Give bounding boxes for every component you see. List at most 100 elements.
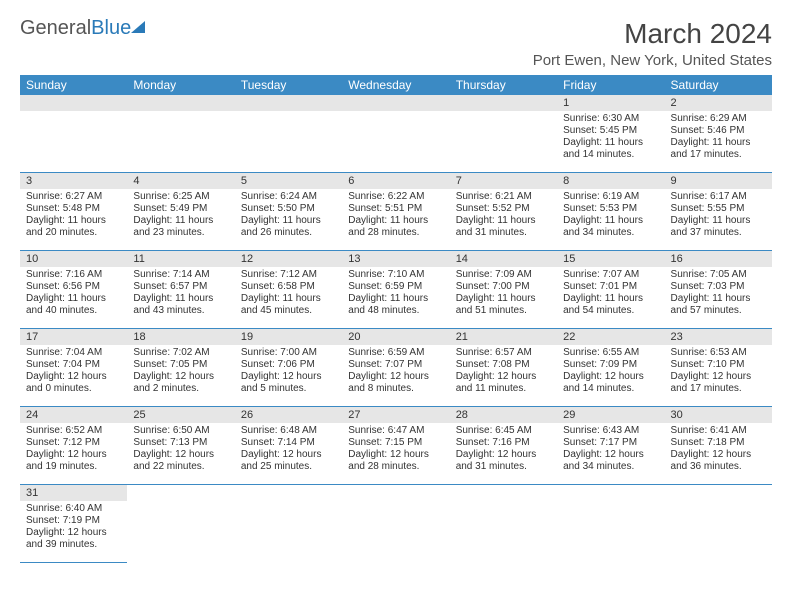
- day-number: 5: [235, 173, 342, 189]
- sunset: Sunset: 7:00 PM: [456, 281, 551, 293]
- calendar-day-cell: 29Sunrise: 6:43 AMSunset: 7:17 PMDayligh…: [557, 407, 664, 485]
- calendar-day-cell: 16Sunrise: 7:05 AMSunset: 7:03 PMDayligh…: [665, 251, 772, 329]
- daylight-line2: and 14 minutes.: [563, 383, 658, 395]
- day-number: [235, 95, 342, 111]
- day-number: [450, 95, 557, 111]
- daylight-line2: and 31 minutes.: [456, 461, 551, 473]
- calendar-day-cell: 26Sunrise: 6:48 AMSunset: 7:14 PMDayligh…: [235, 407, 342, 485]
- day-details: Sunrise: 6:19 AMSunset: 5:53 PMDaylight:…: [557, 189, 664, 243]
- day-details: Sunrise: 6:53 AMSunset: 7:10 PMDaylight:…: [665, 345, 772, 399]
- sunrise: Sunrise: 6:21 AM: [456, 191, 551, 203]
- day-number: 26: [235, 407, 342, 423]
- daylight-line1: Daylight: 11 hours: [563, 137, 658, 149]
- day-number: 31: [20, 485, 127, 501]
- calendar-week-row: 17Sunrise: 7:04 AMSunset: 7:04 PMDayligh…: [20, 329, 772, 407]
- day-number: 9: [665, 173, 772, 189]
- daylight-line2: and 28 minutes.: [348, 227, 443, 239]
- day-number: 27: [342, 407, 449, 423]
- weekday-header: Thursday: [450, 75, 557, 95]
- calendar-day-cell: 2Sunrise: 6:29 AMSunset: 5:46 PMDaylight…: [665, 95, 772, 173]
- day-number: 28: [450, 407, 557, 423]
- day-details: Sunrise: 6:45 AMSunset: 7:16 PMDaylight:…: [450, 423, 557, 477]
- sunrise: Sunrise: 6:57 AM: [456, 347, 551, 359]
- daylight-line1: Daylight: 12 hours: [671, 449, 766, 461]
- day-details: Sunrise: 6:52 AMSunset: 7:12 PMDaylight:…: [20, 423, 127, 477]
- sunrise: Sunrise: 7:04 AM: [26, 347, 121, 359]
- calendar-day-cell: 5Sunrise: 6:24 AMSunset: 5:50 PMDaylight…: [235, 173, 342, 251]
- daylight-line2: and 34 minutes.: [563, 461, 658, 473]
- sunset: Sunset: 5:53 PM: [563, 203, 658, 215]
- calendar-day-cell: [450, 95, 557, 173]
- daylight-line2: and 43 minutes.: [133, 305, 228, 317]
- day-number: 18: [127, 329, 234, 345]
- daylight-line2: and 48 minutes.: [348, 305, 443, 317]
- sunrise: Sunrise: 7:16 AM: [26, 269, 121, 281]
- sunrise: Sunrise: 7:05 AM: [671, 269, 766, 281]
- calendar-day-cell: [342, 95, 449, 173]
- day-details: Sunrise: 7:10 AMSunset: 6:59 PMDaylight:…: [342, 267, 449, 321]
- day-details: [342, 111, 449, 117]
- day-details: Sunrise: 6:47 AMSunset: 7:15 PMDaylight:…: [342, 423, 449, 477]
- daylight-line1: Daylight: 12 hours: [241, 449, 336, 461]
- day-details: Sunrise: 6:21 AMSunset: 5:52 PMDaylight:…: [450, 189, 557, 243]
- sunset: Sunset: 7:17 PM: [563, 437, 658, 449]
- day-number: 25: [127, 407, 234, 423]
- sunset: Sunset: 5:52 PM: [456, 203, 551, 215]
- calendar-day-cell: 19Sunrise: 7:00 AMSunset: 7:06 PMDayligh…: [235, 329, 342, 407]
- calendar-week-row: 1Sunrise: 6:30 AMSunset: 5:45 PMDaylight…: [20, 95, 772, 173]
- calendar-day-cell: [450, 485, 557, 563]
- logo: GeneralBlue: [20, 18, 145, 38]
- day-details: Sunrise: 7:07 AMSunset: 7:01 PMDaylight:…: [557, 267, 664, 321]
- calendar-day-cell: 7Sunrise: 6:21 AMSunset: 5:52 PMDaylight…: [450, 173, 557, 251]
- calendar-day-cell: 1Sunrise: 6:30 AMSunset: 5:45 PMDaylight…: [557, 95, 664, 173]
- day-details: Sunrise: 6:50 AMSunset: 7:13 PMDaylight:…: [127, 423, 234, 477]
- day-details: Sunrise: 6:40 AMSunset: 7:19 PMDaylight:…: [20, 501, 127, 555]
- day-number: 20: [342, 329, 449, 345]
- sunset: Sunset: 5:51 PM: [348, 203, 443, 215]
- daylight-line2: and 14 minutes.: [563, 149, 658, 161]
- daylight-line1: Daylight: 12 hours: [26, 371, 121, 383]
- day-number: [342, 95, 449, 111]
- daylight-line1: Daylight: 12 hours: [133, 449, 228, 461]
- sunset: Sunset: 7:09 PM: [563, 359, 658, 371]
- title-block: March 2024 Port Ewen, New York, United S…: [533, 18, 772, 69]
- day-number: 22: [557, 329, 664, 345]
- day-number: 24: [20, 407, 127, 423]
- daylight-line2: and 57 minutes.: [671, 305, 766, 317]
- sunrise: Sunrise: 6:27 AM: [26, 191, 121, 203]
- day-details: Sunrise: 6:24 AMSunset: 5:50 PMDaylight:…: [235, 189, 342, 243]
- sunrise: Sunrise: 6:40 AM: [26, 503, 121, 515]
- sunset: Sunset: 7:06 PM: [241, 359, 336, 371]
- calendar-week-row: 31Sunrise: 6:40 AMSunset: 7:19 PMDayligh…: [20, 485, 772, 563]
- daylight-line1: Daylight: 11 hours: [133, 215, 228, 227]
- calendar-table: SundayMondayTuesdayWednesdayThursdayFrid…: [20, 75, 772, 563]
- day-number: 11: [127, 251, 234, 267]
- daylight-line2: and 37 minutes.: [671, 227, 766, 239]
- calendar-day-cell: 13Sunrise: 7:10 AMSunset: 6:59 PMDayligh…: [342, 251, 449, 329]
- day-details: Sunrise: 7:04 AMSunset: 7:04 PMDaylight:…: [20, 345, 127, 399]
- calendar-day-cell: 25Sunrise: 6:50 AMSunset: 7:13 PMDayligh…: [127, 407, 234, 485]
- sunset: Sunset: 5:50 PM: [241, 203, 336, 215]
- calendar-day-cell: 24Sunrise: 6:52 AMSunset: 7:12 PMDayligh…: [20, 407, 127, 485]
- daylight-line2: and 54 minutes.: [563, 305, 658, 317]
- sunset: Sunset: 7:05 PM: [133, 359, 228, 371]
- daylight-line1: Daylight: 11 hours: [671, 293, 766, 305]
- day-number: 2: [665, 95, 772, 111]
- calendar-day-cell: 20Sunrise: 6:59 AMSunset: 7:07 PMDayligh…: [342, 329, 449, 407]
- daylight-line1: Daylight: 11 hours: [563, 215, 658, 227]
- day-details: [450, 111, 557, 117]
- daylight-line1: Daylight: 12 hours: [456, 371, 551, 383]
- day-details: [20, 111, 127, 117]
- daylight-line1: Daylight: 12 hours: [26, 527, 121, 539]
- sunrise: Sunrise: 6:24 AM: [241, 191, 336, 203]
- day-details: Sunrise: 7:12 AMSunset: 6:58 PMDaylight:…: [235, 267, 342, 321]
- daylight-line2: and 31 minutes.: [456, 227, 551, 239]
- daylight-line1: Daylight: 12 hours: [563, 371, 658, 383]
- calendar-page: GeneralBlue March 2024 Port Ewen, New Yo…: [0, 0, 792, 581]
- daylight-line2: and 28 minutes.: [348, 461, 443, 473]
- sunset: Sunset: 7:16 PM: [456, 437, 551, 449]
- sunrise: Sunrise: 6:30 AM: [563, 113, 658, 125]
- sunrise: Sunrise: 6:43 AM: [563, 425, 658, 437]
- daylight-line2: and 26 minutes.: [241, 227, 336, 239]
- day-details: Sunrise: 6:29 AMSunset: 5:46 PMDaylight:…: [665, 111, 772, 165]
